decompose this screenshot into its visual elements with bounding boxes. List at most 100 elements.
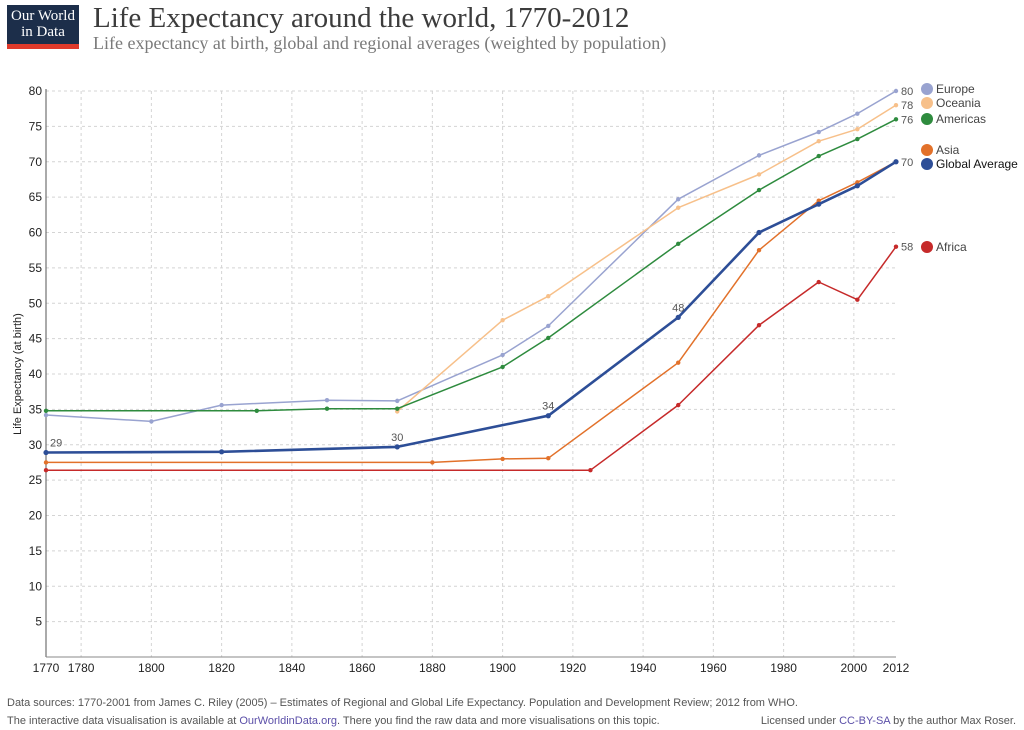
data-point — [676, 360, 681, 365]
license-text-end: by the author Max Roser. — [890, 715, 1016, 727]
y-axis-label: Life Expectancy (at birth) — [12, 313, 24, 435]
data-point — [675, 314, 681, 320]
y-tick-label: 55 — [29, 261, 43, 275]
legend-label: Asia — [936, 143, 960, 157]
legend-marker — [921, 144, 933, 156]
data-point — [546, 323, 551, 329]
y-tick-label: 50 — [29, 296, 43, 310]
data-point — [816, 129, 821, 135]
x-tick-label: 1920 — [560, 661, 587, 675]
data-point — [756, 172, 762, 177]
data-point — [500, 364, 505, 370]
grid-lines — [46, 90, 896, 657]
series-line — [45, 90, 897, 423]
data-point — [855, 127, 860, 132]
data-point — [546, 455, 551, 461]
data-point — [816, 139, 821, 144]
y-tick-label: 15 — [29, 544, 43, 558]
data-point — [149, 419, 154, 424]
series-line — [46, 161, 897, 464]
y-tick-label: 35 — [29, 402, 43, 416]
y-tick-label: 70 — [29, 155, 43, 169]
footer-sources: Data sources: 1770-2001 from James C. Ri… — [7, 697, 798, 709]
owid-link[interactable]: OurWorldinData.org — [239, 715, 337, 727]
data-point — [324, 397, 330, 403]
data-point — [43, 460, 49, 465]
data-point — [855, 180, 860, 185]
legend-label: Americas — [936, 112, 986, 126]
data-point — [756, 247, 762, 253]
data-point — [43, 468, 49, 473]
data-point — [500, 352, 505, 358]
data-point — [816, 198, 821, 203]
chart-title: Life Expectancy around the world, 1770-2… — [93, 2, 630, 34]
data-point — [324, 406, 330, 411]
x-tick-label: 1880 — [419, 661, 446, 675]
x-tick-label: 1820 — [208, 661, 235, 675]
data-point — [546, 293, 551, 299]
data-point — [676, 241, 681, 247]
end-value-label: 76 — [901, 114, 913, 126]
data-point — [43, 449, 49, 456]
data-point — [855, 111, 860, 116]
series-line — [46, 246, 897, 471]
data-point — [219, 449, 225, 455]
data-point — [756, 229, 762, 236]
y-tick-label: 10 — [29, 579, 43, 593]
data-point — [855, 297, 860, 302]
data-point — [588, 468, 593, 473]
data-point — [893, 117, 899, 122]
y-tick-label: 75 — [29, 119, 43, 133]
legend-label: Oceania — [936, 96, 981, 110]
legend-marker — [921, 83, 933, 95]
end-value-label: 70 — [901, 157, 913, 169]
data-point — [43, 412, 49, 418]
license-link[interactable]: CC-BY-SA — [839, 715, 891, 727]
x-tick-label: 1840 — [279, 661, 306, 675]
series-lines — [43, 88, 899, 473]
logo-line-2: in Data — [21, 24, 65, 40]
y-tick-label: 80 — [29, 84, 43, 98]
legend-marker — [921, 241, 933, 253]
legend-marker — [921, 97, 933, 109]
data-point — [500, 318, 505, 323]
axes: 5 10 15 20 25 30 35 40 45 50 55 60 65 70 75 80 1770 1780 1… — [12, 84, 910, 675]
legend-label: Europe — [936, 82, 975, 96]
footer-license: Licensed under CC-BY-SA by the author Ma… — [761, 715, 1016, 727]
data-point — [816, 201, 822, 207]
data-point — [893, 159, 899, 165]
x-tick-label: 1900 — [489, 661, 516, 675]
data-point — [756, 187, 762, 193]
x-tick-label: 1960 — [700, 661, 727, 675]
data-point — [893, 88, 899, 94]
license-text: Licensed under — [760, 715, 840, 727]
end-value-label: 78 — [901, 100, 913, 112]
data-point — [395, 406, 400, 411]
x-tick-label: 1780 — [68, 661, 95, 675]
data-point — [676, 402, 681, 408]
footer-interactive-text: The interactive data visualisation is av… — [7, 715, 240, 727]
data-point — [676, 197, 681, 202]
x-tick-label: 1980 — [770, 661, 797, 675]
value-annotation: 29 — [50, 438, 62, 450]
y-tick-label: 5 — [35, 615, 42, 629]
data-point — [756, 322, 762, 328]
x-tick-label: 2000 — [840, 661, 867, 675]
legend-label: Global Average — [936, 157, 1018, 171]
y-tick-label: 60 — [29, 226, 43, 240]
y-tick-label: 45 — [29, 332, 43, 346]
data-point — [395, 398, 400, 404]
y-tick-label: 65 — [29, 190, 43, 204]
y-tick-label: 30 — [29, 438, 43, 452]
data-point — [893, 244, 899, 249]
data-point — [254, 408, 259, 413]
x-tick-label: 1860 — [349, 661, 376, 675]
x-tick-label: 1940 — [630, 661, 657, 675]
value-annotation: 30 — [391, 432, 403, 444]
value-annotation: 34 — [542, 401, 554, 413]
data-point — [43, 408, 49, 413]
series-line — [396, 104, 897, 413]
logo-line-1: Our World — [11, 8, 75, 24]
series-line — [46, 118, 897, 412]
